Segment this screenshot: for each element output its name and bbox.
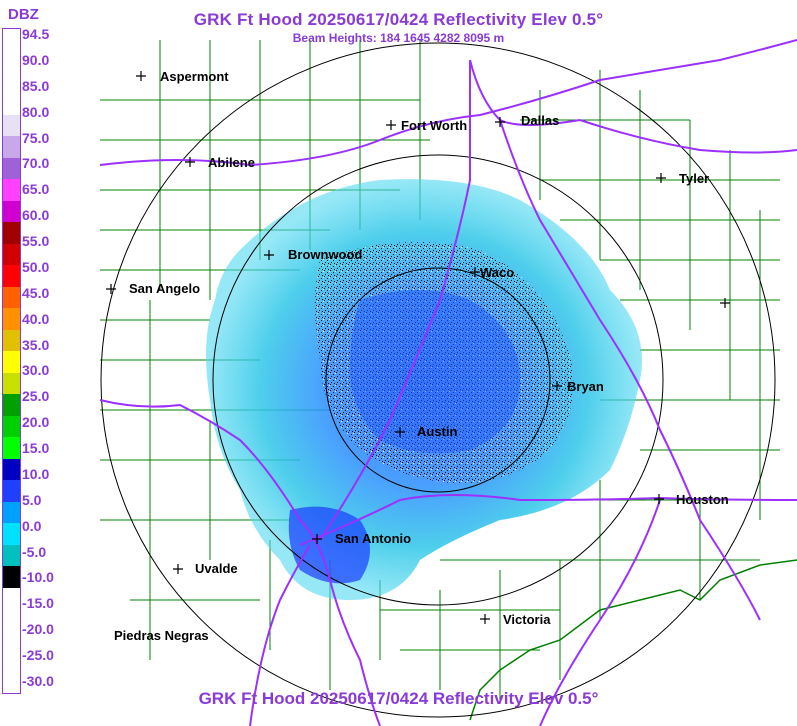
map-title: GRK Ft Hood 20250617/0424 Reflectivity E… (193, 10, 604, 29)
legend-swatch (3, 609, 20, 632)
dbz-legend: DBZ 94.5 90.0 85.0 80.0 75.0 70.0 65.0 60.0 55.0… (0, 0, 54, 726)
legend-tick-label: 85.0 (22, 77, 50, 94)
beam-heights: Beam Heights: 184 1645 4282 8095 m (292, 31, 505, 45)
range-ring-2 (212, 154, 664, 606)
city-label-uvalde: Uvalde (195, 561, 238, 576)
legend-color-bar (2, 28, 21, 694)
city-label-brownwood: Brownwood (288, 247, 362, 262)
legend-swatch (3, 286, 20, 309)
range-rings (100, 42, 776, 718)
city-label-bryan: Bryan (567, 379, 604, 394)
city-label-dallas: Dallas (521, 113, 559, 128)
legend-tick-label: 80.0 (22, 103, 50, 120)
legend-tick-label: 94.5 (22, 26, 50, 42)
legend-tick-label: 55.0 (22, 233, 50, 250)
legend-swatch (3, 179, 20, 202)
city-label-victoria: Victoria (503, 612, 551, 627)
legend-swatch (3, 544, 20, 567)
legend-swatch (3, 329, 20, 352)
legend-tick-label: 40.0 (22, 310, 50, 327)
city-labels: Aspermont Fort Worth Dallas Abilene Tyle… (114, 69, 729, 643)
legend-tick-label: 35.0 (22, 336, 50, 353)
city-label-waco: Waco (480, 265, 514, 280)
legend-swatch (3, 523, 20, 546)
legend-swatch (3, 587, 20, 610)
legend-swatch (3, 50, 20, 73)
city-label-austin: Austin (417, 424, 458, 439)
city-label-fort-worth: Fort Worth (401, 118, 467, 133)
legend-swatch (3, 458, 20, 481)
reflectivity-echoes (206, 179, 642, 600)
legend-swatch (3, 501, 20, 524)
legend-swatch (3, 136, 20, 159)
legend-swatch (3, 415, 20, 438)
legend-swatch (3, 200, 20, 223)
legend-swatch (3, 222, 20, 245)
legend-tick-label: 45.0 (22, 284, 50, 301)
legend-tick-label: 50.0 (22, 258, 50, 275)
legend-swatch (3, 71, 20, 94)
legend-tick-label: 25.0 (22, 388, 50, 405)
legend-tick-label: -15.0 (22, 595, 54, 612)
city-label-houston: Houston (676, 492, 729, 507)
legend-swatch (3, 372, 20, 395)
coastline (469, 559, 797, 721)
legend-tick-label: 10.0 (22, 465, 50, 482)
range-ring-3 (100, 42, 776, 718)
legend-tick-label: 0.0 (22, 517, 42, 534)
legend-tick-label: 70.0 (22, 155, 50, 172)
legend-tick-label: 30.0 (22, 362, 50, 379)
highways (99, 39, 797, 726)
legend-swatch (3, 157, 20, 180)
legend-tick-label: 5.0 (22, 491, 42, 508)
legend-swatch (3, 29, 20, 51)
legend-swatch (3, 394, 20, 417)
county-boundaries (100, 40, 780, 700)
legend-tick-label: 75.0 (22, 129, 50, 146)
map-title-bottom: GRK Ft Hood 20250617/0424 Reflectivity E… (198, 689, 599, 708)
city-label-piedras-negras: Piedras Negras (114, 628, 209, 643)
legend-swatch (3, 243, 20, 266)
city-label-tyler: Tyler (679, 171, 709, 186)
legend-swatch (3, 308, 20, 331)
legend-swatch (3, 437, 20, 460)
legend-swatch (3, 93, 20, 116)
legend-tick-label: -30.0 (22, 673, 54, 689)
city-label-abilene: Abilene (208, 155, 255, 170)
legend-swatch (3, 265, 20, 288)
legend-swatch (3, 652, 20, 674)
city-label-san-antonio: San Antonio (335, 531, 411, 546)
legend-swatch (3, 673, 20, 693)
legend-tick-label: 15.0 (22, 440, 50, 457)
range-ring-1 (325, 267, 551, 493)
legend-tick-label: -10.0 (22, 569, 54, 586)
legend-swatch (3, 480, 20, 503)
legend-tick-label: -25.0 (22, 647, 54, 664)
legend-unit-label: DBZ (8, 6, 39, 23)
city-markers (106, 71, 730, 624)
legend-swatch (3, 566, 20, 589)
legend-tick-label: -5.0 (22, 543, 47, 560)
city-label-aspermont: Aspermont (160, 69, 229, 84)
legend-swatch (3, 630, 20, 653)
legend-tick-label: 60.0 (22, 207, 50, 224)
legend-tick-label: -20.0 (22, 621, 54, 638)
legend-tick-label: 90.0 (22, 51, 50, 68)
city-label-san-angelo: San Angelo (129, 281, 200, 296)
legend-swatch (3, 114, 20, 137)
legend-swatch (3, 351, 20, 374)
legend-tick-label: 65.0 (22, 181, 50, 198)
legend-tick-label: 20.0 (22, 414, 50, 431)
